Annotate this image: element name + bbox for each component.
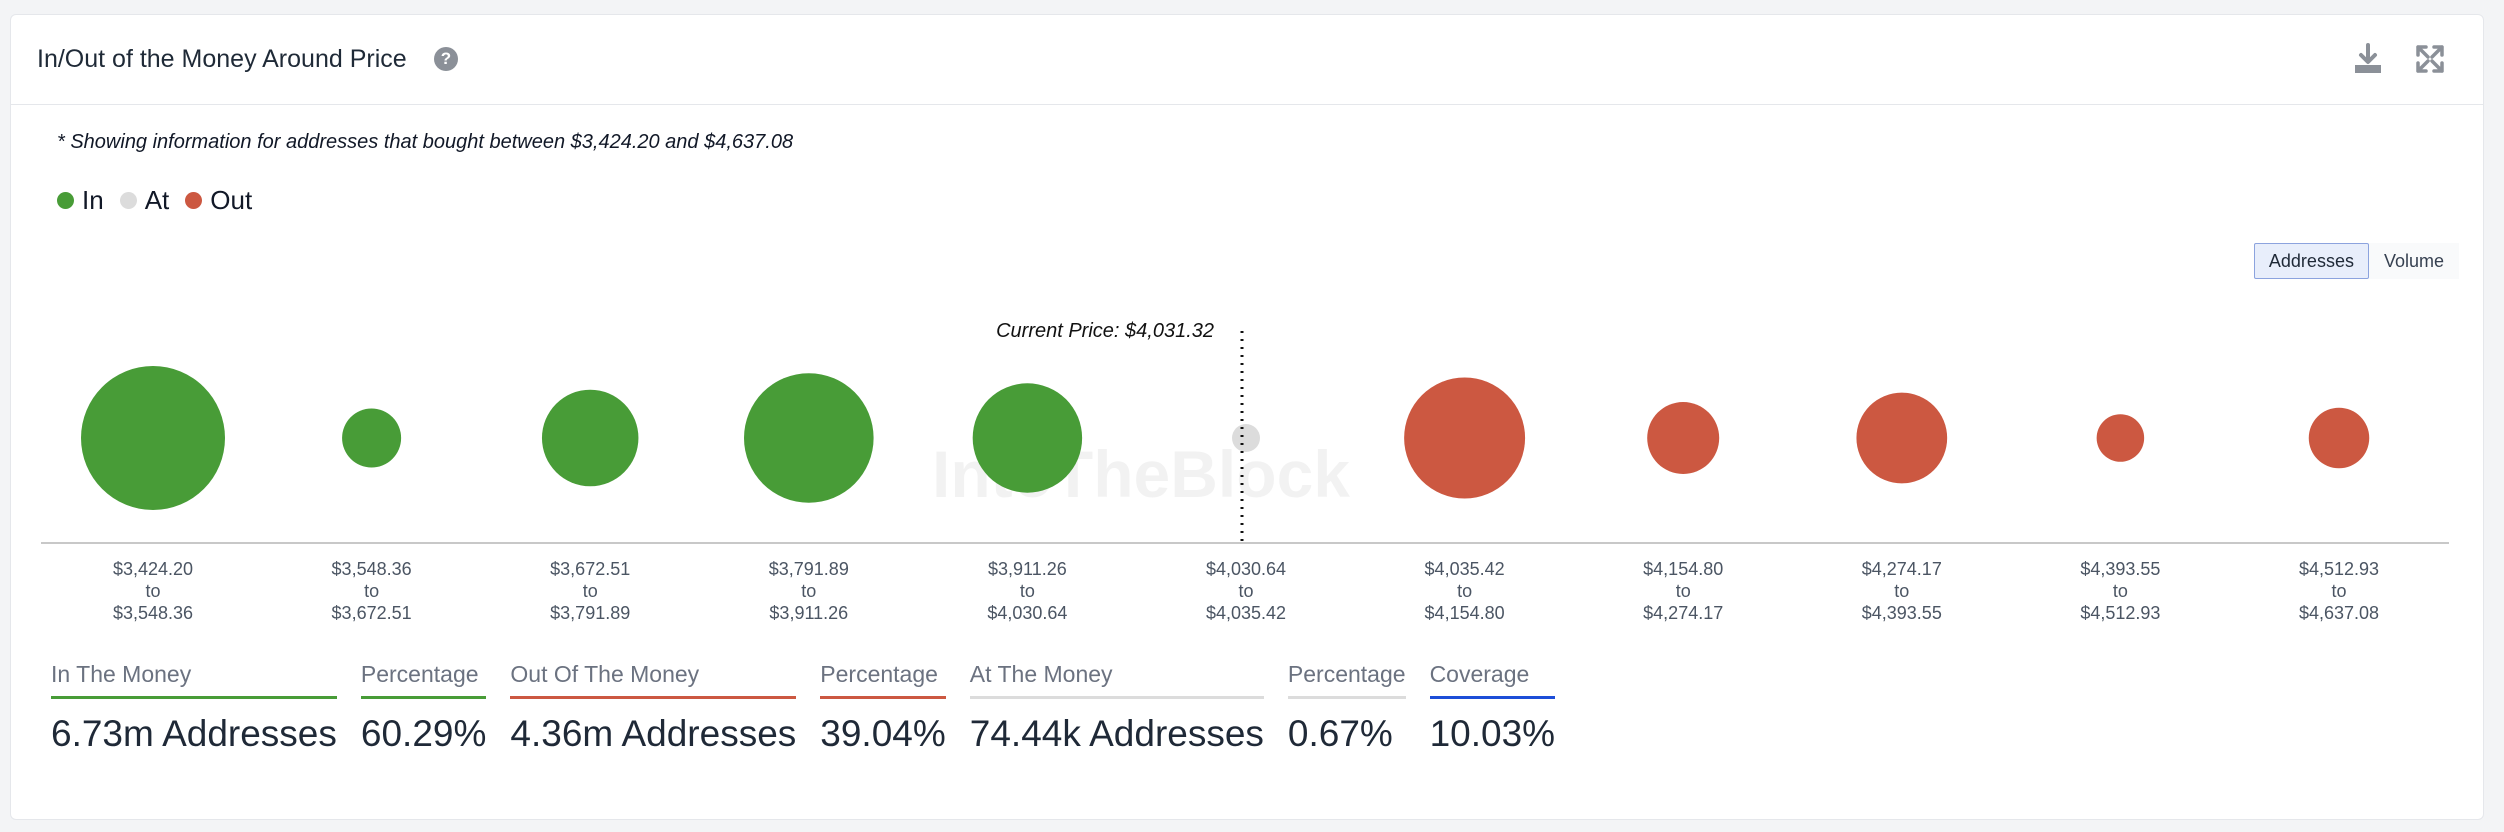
bin-price-label: $4,512.93 bbox=[2299, 559, 2379, 579]
bin-range-word: to bbox=[583, 581, 598, 601]
bubble-in bbox=[541, 389, 639, 487]
addresses-button[interactable]: Addresses bbox=[2253, 243, 2369, 279]
bubble-at bbox=[1232, 424, 1260, 452]
bin-price-label: $4,154.80 bbox=[1643, 559, 1723, 579]
help-icon[interactable]: ? bbox=[434, 47, 458, 71]
metric-toggle: Addresses Volume bbox=[2253, 243, 2459, 279]
stat-value: 60.29% bbox=[360, 713, 487, 754]
bin-price-label: $3,672.51 bbox=[550, 559, 630, 579]
legend-item-at[interactable]: At bbox=[119, 185, 170, 216]
bin-price-label: $4,035.42 bbox=[1206, 603, 1286, 623]
bin-price-label: $3,911.26 bbox=[988, 559, 1067, 579]
stat-label: Out Of The Money bbox=[510, 661, 797, 699]
bin-price-label: $4,154.80 bbox=[1425, 603, 1505, 623]
stat-label: At The Money bbox=[969, 661, 1264, 699]
stat-value: 10.03% bbox=[1429, 713, 1556, 754]
bin-price-label: $4,274.17 bbox=[1862, 559, 1942, 579]
bin-range-word: to bbox=[145, 581, 160, 601]
fullscreen-icon[interactable] bbox=[2413, 41, 2447, 77]
bin-range-word: to bbox=[1457, 581, 1472, 601]
bin-price-label: $3,548.36 bbox=[332, 559, 412, 579]
bin-price-label: $3,791.89 bbox=[550, 603, 630, 623]
legend-at-label: At bbox=[144, 185, 170, 215]
bin-price-label: $4,274.17 bbox=[1643, 603, 1723, 623]
bubble-out bbox=[2308, 407, 2370, 469]
stat-out-of-the-money: Out Of The Money 4.36m Addresses bbox=[510, 661, 797, 755]
volume-button[interactable]: Volume bbox=[2368, 243, 2459, 279]
bin-range-word: to bbox=[2113, 581, 2128, 601]
stat-label: Percentage bbox=[820, 661, 946, 699]
stat-out-percentage: Percentage 39.04% bbox=[820, 661, 946, 755]
bin-price-label: $4,030.64 bbox=[1206, 559, 1286, 579]
bin-price-label: $3,791.89 bbox=[769, 559, 849, 579]
bubble-chart: IntoTheBlock$3,424.20to$3,548.36$3,548.3… bbox=[41, 320, 2449, 623]
current-price-label: Current Price: $4,031.32 bbox=[996, 320, 1214, 342]
legend-item-out[interactable]: Out bbox=[185, 185, 252, 216]
bin-range-word: to bbox=[2331, 581, 2346, 601]
stat-label: Percentage bbox=[360, 661, 487, 699]
legend-out-label: Out bbox=[210, 185, 253, 215]
bin-price-label: $3,911.26 bbox=[769, 603, 848, 623]
stat-at-percentage: Percentage 0.67% bbox=[1287, 661, 1406, 755]
stat-in-percentage: Percentage 60.29% bbox=[360, 661, 487, 755]
stat-label: In The Money bbox=[51, 661, 337, 699]
bin-range-word: to bbox=[1676, 581, 1691, 601]
bin-range-word: to bbox=[801, 581, 816, 601]
bin-price-label: $4,393.55 bbox=[1862, 603, 1942, 623]
bubble-out bbox=[1404, 377, 1526, 499]
range-note: * Showing information for addresses that… bbox=[57, 131, 794, 153]
bin-price-label: $3,424.20 bbox=[113, 559, 193, 579]
bin-price-label: $3,548.36 bbox=[113, 603, 193, 623]
legend-at-dot bbox=[119, 192, 137, 209]
stat-value: 6.73m Addresses bbox=[51, 713, 337, 754]
bin-range-word: to bbox=[1238, 581, 1253, 601]
legend-in-dot bbox=[57, 192, 74, 209]
bin-range-word: to bbox=[1894, 581, 1909, 601]
stat-in-the-money: In The Money 6.73m Addresses bbox=[51, 661, 337, 755]
bin-price-label: $4,035.42 bbox=[1425, 559, 1505, 579]
summary-stats: In The Money 6.73m Addresses Percentage … bbox=[51, 661, 1579, 755]
bubble-out bbox=[1856, 392, 1948, 484]
bubble-in bbox=[972, 383, 1083, 493]
bubble-in bbox=[744, 373, 874, 503]
bubble-out bbox=[2096, 414, 2145, 462]
stat-label: Coverage bbox=[1429, 661, 1556, 699]
legend-in-label: In bbox=[82, 185, 104, 215]
legend-out-dot bbox=[185, 192, 203, 209]
bin-price-label: $4,393.55 bbox=[2080, 559, 2160, 579]
bubble-out bbox=[1647, 402, 1720, 474]
in-out-money-card: In/Out of the Money Around Price ? * Sho… bbox=[10, 14, 2484, 820]
stat-value: 74.44k Addresses bbox=[969, 713, 1264, 754]
bin-price-label: $4,512.93 bbox=[2080, 603, 2160, 623]
bin-range-word: to bbox=[1020, 581, 1035, 601]
bin-price-label: $3,672.51 bbox=[332, 603, 412, 623]
stat-at-the-money: At The Money 74.44k Addresses bbox=[969, 661, 1264, 755]
download-icon[interactable] bbox=[2351, 41, 2385, 77]
bubble-in bbox=[342, 408, 402, 468]
card-title: In/Out of the Money Around Price bbox=[37, 45, 407, 73]
bin-price-label: $4,030.64 bbox=[987, 603, 1067, 623]
bubble-in bbox=[81, 366, 225, 510]
card-header: In/Out of the Money Around Price ? bbox=[11, 15, 2483, 105]
stat-label: Percentage bbox=[1287, 661, 1406, 699]
legend-item-in[interactable]: In bbox=[57, 185, 104, 216]
stat-value: 0.67% bbox=[1287, 713, 1393, 754]
stat-value: 39.04% bbox=[820, 713, 946, 754]
bin-range-word: to bbox=[364, 581, 379, 601]
bin-price-label: $4,637.08 bbox=[2299, 603, 2379, 623]
stat-value: 4.36m Addresses bbox=[510, 713, 797, 754]
legend: In At Out bbox=[57, 185, 268, 216]
stat-coverage: Coverage 10.03% bbox=[1429, 661, 1556, 755]
